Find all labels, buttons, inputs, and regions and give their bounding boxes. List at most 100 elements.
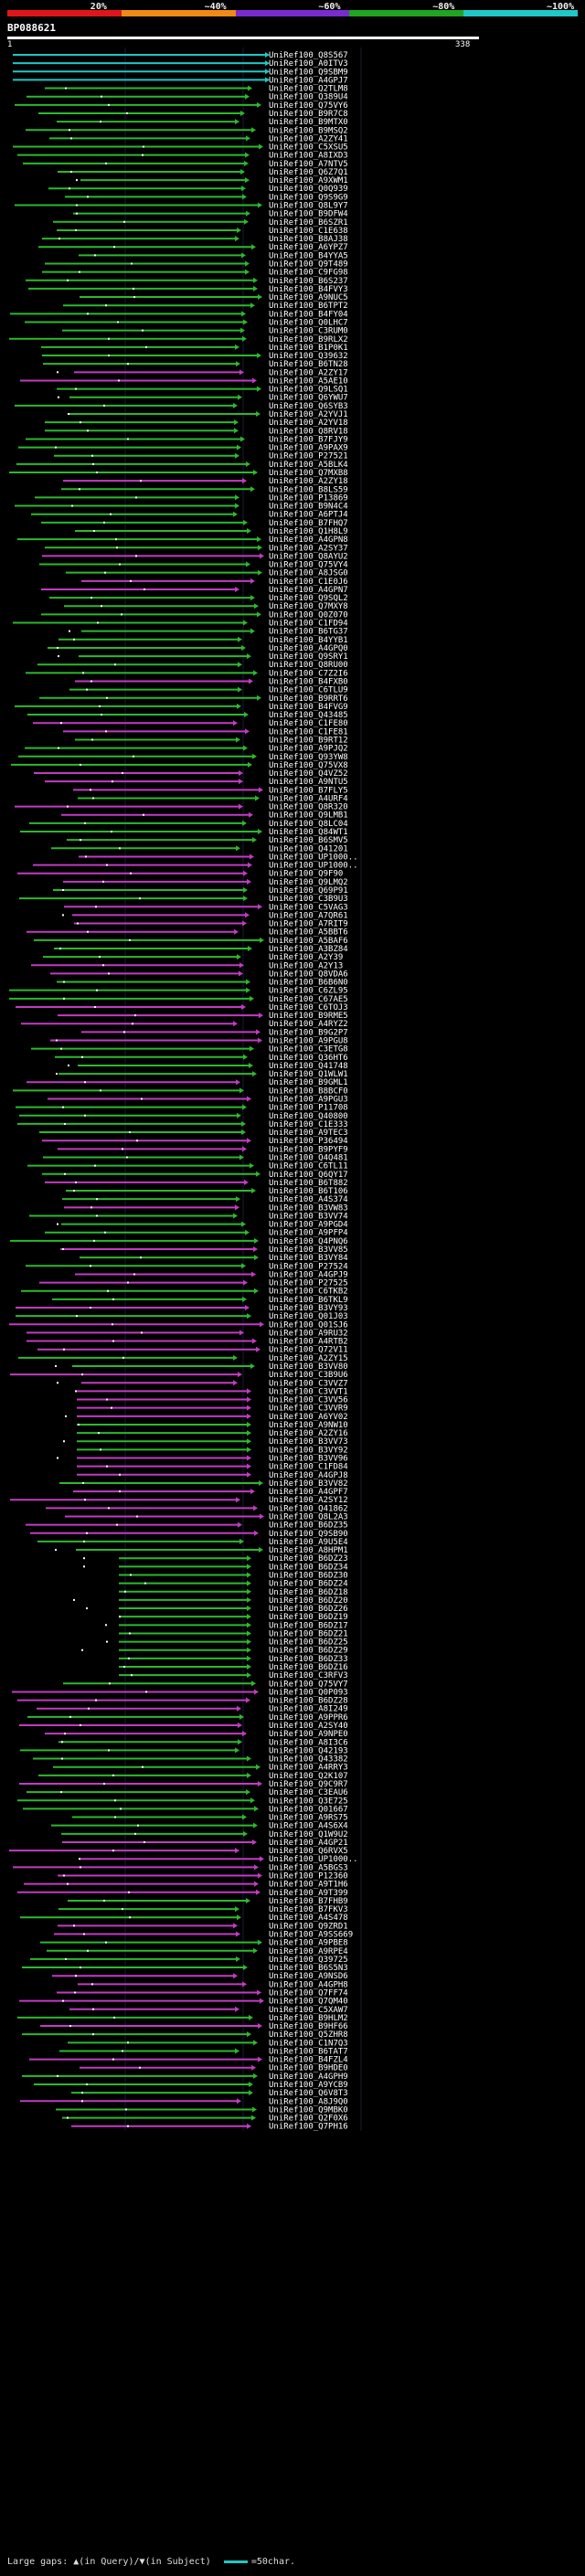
hit-label[interactable]: UniRef100_Q9LSQ1 — [269, 386, 348, 395]
hit-label[interactable]: UniRef100_A2SY12 — [269, 1496, 348, 1505]
hit-label[interactable]: UniRef100_B7FLY5 — [269, 786, 348, 795]
hit-label[interactable]: UniRef100_A4GPF7 — [269, 1488, 348, 1497]
hit-label[interactable]: UniRef100_A9NPE0 — [269, 1730, 348, 1739]
hit-label[interactable]: UniRef100_B6DZ30 — [269, 1571, 348, 1580]
hit-label[interactable]: UniRef100_A9PPR6 — [269, 1713, 348, 1723]
hit-label[interactable]: UniRef100_C3RFV3 — [269, 1671, 348, 1680]
hit-label[interactable]: UniRef100_Q5ZHR8 — [269, 2030, 348, 2040]
hit-label[interactable]: UniRef100_A2YV18 — [269, 419, 348, 428]
hit-label[interactable]: UniRef100_C5XSU5 — [269, 143, 348, 153]
hit-label[interactable]: UniRef100_Q8LC04 — [269, 820, 348, 829]
hit-label[interactable]: UniRef100_B6SZR1 — [269, 218, 348, 228]
hit-label[interactable]: UniRef100_A5BBT6 — [269, 928, 348, 938]
hit-label[interactable]: UniRef100_B9MTX0 — [269, 118, 348, 127]
hit-label[interactable]: UniRef100_B4YYB1 — [269, 636, 348, 645]
hit-label[interactable]: UniRef100_B3VV74 — [269, 1212, 348, 1221]
hit-label[interactable]: UniRef100_B6DZ29 — [269, 1647, 348, 1656]
hit-label[interactable]: UniRef100_Q6SYB3 — [269, 402, 348, 411]
hit-label[interactable]: UniRef100_C6TOJ3 — [269, 1003, 348, 1012]
hit-label[interactable]: UniRef100_Q9SB90 — [269, 1530, 348, 1539]
hit-label[interactable]: UniRef100_Q9T489 — [269, 260, 348, 270]
hit-label[interactable]: UniRef100_B6B6N0 — [269, 979, 348, 988]
hit-label[interactable]: UniRef100_A8JSG0 — [269, 569, 348, 578]
hit-label[interactable]: UniRef100_P27521 — [269, 452, 348, 461]
hit-label[interactable]: UniRef100_Q7MXB8 — [269, 469, 348, 478]
hit-label[interactable]: UniRef100_Q42193 — [269, 1746, 348, 1755]
hit-label[interactable]: UniRef100_A5AE10 — [269, 376, 348, 386]
hit-label[interactable]: UniRef100_A8I3C6 — [269, 1738, 348, 1747]
hit-label[interactable]: UniRef100_Q7FF74 — [269, 1988, 348, 1998]
hit-label[interactable]: UniRef100_Q9SRY1 — [269, 652, 348, 662]
hit-label[interactable]: UniRef100_A6PTJ4 — [269, 511, 348, 520]
hit-label[interactable]: UniRef100_A4RYZ2 — [269, 1020, 348, 1029]
hit-label[interactable]: UniRef100_A5BGS3 — [269, 1863, 348, 1872]
hit-label[interactable]: UniRef100_B6TPT2 — [269, 302, 348, 311]
hit-label[interactable]: UniRef100_B6DZ35 — [269, 1521, 348, 1531]
hit-label[interactable]: UniRef100_Q72V11 — [269, 1346, 348, 1355]
hit-label[interactable]: UniRef100_C3VVT1 — [269, 1387, 348, 1396]
hit-label[interactable]: UniRef100_B8AJ38 — [269, 235, 348, 244]
hit-label[interactable]: UniRef100_A2SY40 — [269, 1722, 348, 1731]
hit-label[interactable]: UniRef100_Q41748 — [269, 1062, 348, 1071]
hit-label[interactable]: UniRef100_A2Y39 — [269, 953, 343, 962]
hit-label[interactable]: UniRef100_Q8AYU2 — [269, 552, 348, 561]
hit-label[interactable]: UniRef100_C3B9U3 — [269, 895, 348, 904]
hit-label[interactable]: UniRef100_A9TEC3 — [269, 1129, 348, 1138]
hit-label[interactable]: UniRef100_A4RTB2 — [269, 1338, 348, 1347]
hit-label[interactable]: UniRef100_B3VV82 — [269, 1479, 348, 1489]
hit-label[interactable]: UniRef100_A9RS75 — [269, 1814, 348, 1823]
hit-label[interactable]: UniRef100_A0ITV3 — [269, 59, 348, 69]
hit-label[interactable]: UniRef100_Q41201 — [269, 844, 348, 853]
hit-label[interactable]: UniRef100_A4GPN7 — [269, 586, 348, 595]
hit-label[interactable]: UniRef100_B4FXB0 — [269, 678, 348, 687]
hit-label[interactable]: UniRef100_B4FVY3 — [269, 285, 348, 294]
hit-label[interactable]: UniRef100_B3VV80 — [269, 1362, 348, 1372]
hit-label[interactable]: UniRef100_Q3E725 — [269, 1797, 348, 1806]
hit-label[interactable]: UniRef100_Q0LHC7 — [269, 318, 348, 327]
hit-label[interactable]: UniRef100_C3EAU6 — [269, 1788, 348, 1797]
hit-label[interactable]: UniRef100_A4GPH8 — [269, 1980, 348, 1989]
hit-label[interactable]: UniRef100_B3VV96 — [269, 1455, 348, 1464]
hit-label[interactable]: UniRef100_Q1WLW1 — [269, 1070, 348, 1079]
hit-label[interactable]: UniRef100_B6DZ20 — [269, 1596, 348, 1606]
hit-label[interactable]: UniRef100_A5BLK4 — [269, 461, 348, 470]
hit-label[interactable]: UniRef100_A6YPZ7 — [269, 243, 348, 252]
hit-label[interactable]: UniRef100_UP1000.. — [269, 853, 358, 862]
hit-label[interactable]: UniRef100_B6DZ19 — [269, 1613, 348, 1622]
hit-label[interactable]: UniRef100_B9R7C8 — [269, 110, 348, 119]
hit-label[interactable]: UniRef100_A9XWM1 — [269, 176, 348, 186]
hit-label[interactable]: UniRef100_B3VV85 — [269, 1246, 348, 1255]
hit-label[interactable]: UniRef100_Q9S9G9 — [269, 193, 348, 202]
hit-label[interactable]: UniRef100_Q40800 — [269, 1112, 348, 1121]
hit-label[interactable]: UniRef100_Q2TLM8 — [269, 85, 348, 94]
hit-label[interactable]: UniRef100_Q8S567 — [269, 51, 348, 60]
hit-label[interactable]: UniRef100_A9RU32 — [269, 1329, 348, 1338]
hit-label[interactable]: UniRef100_C3VV56 — [269, 1396, 348, 1405]
hit-label[interactable]: UniRef100_P11708 — [269, 1104, 348, 1113]
hit-label[interactable]: UniRef100_Q01667 — [269, 1805, 348, 1814]
hit-label[interactable]: UniRef100_P12360 — [269, 1872, 348, 1882]
hit-label[interactable]: UniRef100_Q43485 — [269, 711, 348, 720]
hit-label[interactable]: UniRef100_Q01J03 — [269, 1312, 348, 1321]
hit-label[interactable]: UniRef100_A9U5E4 — [269, 1538, 348, 1547]
hit-label[interactable]: UniRef100_C3RUM0 — [269, 327, 348, 336]
hit-label[interactable]: UniRef100_Q6YWU7 — [269, 394, 348, 403]
hit-label[interactable]: UniRef100_A4GPJ7 — [269, 76, 348, 85]
hit-label[interactable]: UniRef100_B6DZ25 — [269, 1638, 348, 1648]
hit-label[interactable]: UniRef100_B3VY93 — [269, 1304, 348, 1313]
hit-label[interactable]: UniRef100_B8BCF0 — [269, 1087, 348, 1096]
hit-label[interactable]: UniRef100_Q9MBK0 — [269, 2105, 348, 2115]
hit-label[interactable]: UniRef100_A4GPJ8 — [269, 1471, 348, 1480]
hit-label[interactable]: UniRef100_A9PFP4 — [269, 1229, 348, 1238]
hit-label[interactable]: UniRef100_C1FE81 — [269, 727, 348, 737]
hit-label[interactable]: UniRef100_C3B9U6 — [269, 1371, 348, 1380]
hit-label[interactable]: UniRef100_C1FE80 — [269, 719, 348, 728]
hit-label[interactable]: UniRef100_A9PBE8 — [269, 1939, 348, 1948]
hit-label[interactable]: UniRef100_B6DZ24 — [269, 1580, 348, 1589]
hit-label[interactable]: UniRef100_Q6V8T3 — [269, 2089, 348, 2098]
hit-label[interactable]: UniRef100_B7FHB9 — [269, 1897, 348, 1906]
hit-label[interactable]: UniRef100_A9NTU5 — [269, 778, 348, 787]
hit-label[interactable]: UniRef100_C6ZL95 — [269, 987, 348, 996]
hit-label[interactable]: UniRef100_C7Z2I6 — [269, 669, 348, 678]
hit-label[interactable]: UniRef100_B9RME5 — [269, 1012, 348, 1021]
